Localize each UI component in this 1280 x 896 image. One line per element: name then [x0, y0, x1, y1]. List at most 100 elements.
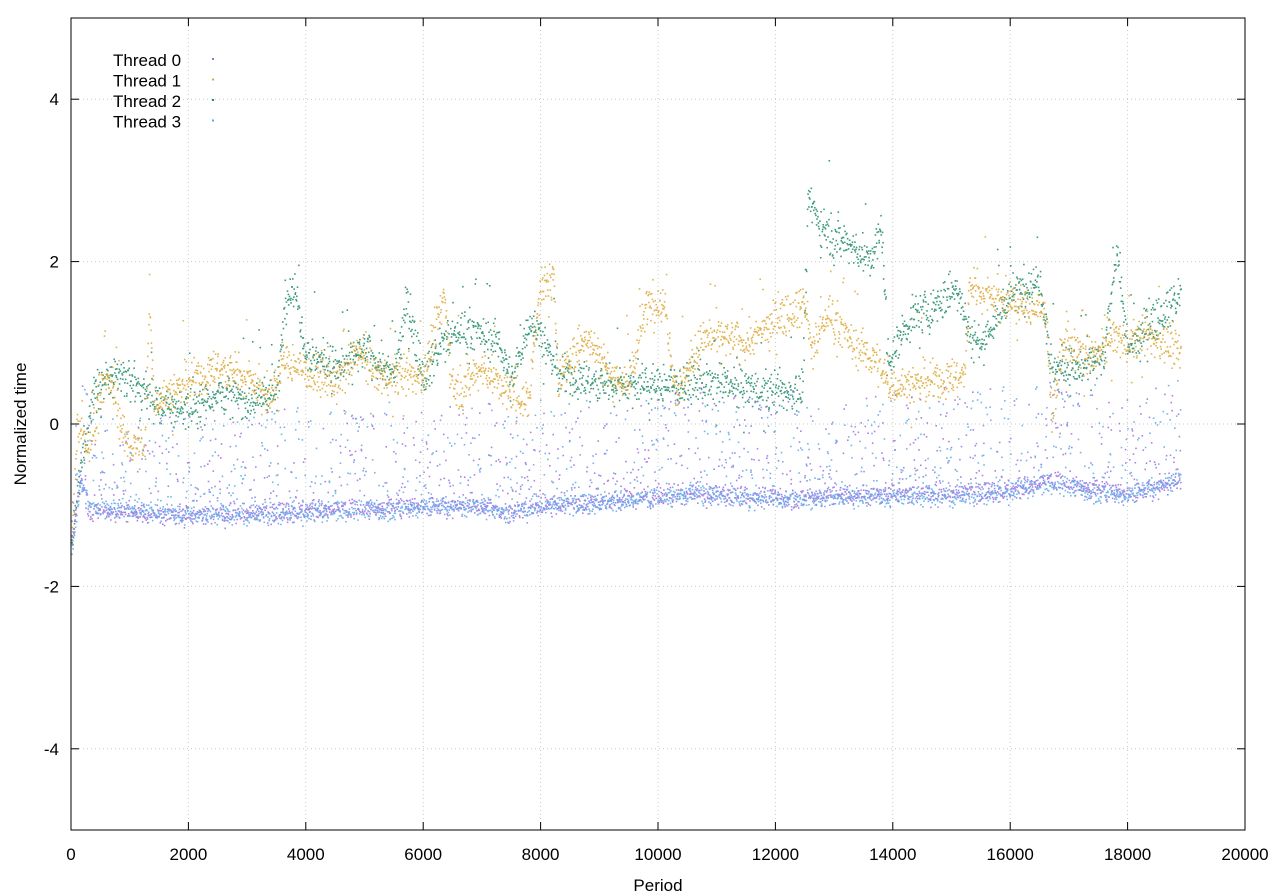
- data-point: [771, 321, 773, 323]
- data-point: [108, 380, 111, 382]
- data-point: [577, 349, 580, 352]
- data-point: [244, 378, 246, 380]
- data-point: [805, 312, 808, 315]
- data-point: [407, 301, 410, 303]
- data-point: [410, 330, 412, 332]
- data-point: [498, 376, 501, 379]
- data-point: [752, 334, 755, 336]
- data-point: [896, 335, 899, 338]
- data-point: [105, 361, 107, 364]
- data-point: [176, 382, 178, 385]
- data-point: [1059, 338, 1061, 340]
- data-point: [961, 369, 963, 371]
- data-point: [152, 375, 155, 377]
- data-point: [1129, 350, 1131, 352]
- data-point: [1039, 275, 1042, 278]
- data-point: [267, 397, 269, 400]
- data-point: [944, 386, 947, 388]
- data-point: [1079, 340, 1081, 343]
- data-point: [1138, 327, 1140, 330]
- data-point: [726, 323, 729, 326]
- data-point: [964, 373, 967, 375]
- data-point: [819, 256, 822, 259]
- data-point: [656, 309, 658, 311]
- data-point: [608, 394, 610, 397]
- data-point: [988, 289, 991, 292]
- data-point: [1061, 360, 1064, 363]
- data-point: [204, 400, 206, 403]
- data-point: [94, 397, 96, 399]
- data-point: [602, 362, 604, 364]
- data-point: [605, 365, 608, 367]
- data-point: [1030, 293, 1033, 296]
- data-point: [111, 366, 113, 368]
- data-point: [721, 335, 723, 338]
- data-point: [209, 406, 212, 408]
- data-point: [972, 286, 974, 289]
- data-point: [956, 309, 959, 312]
- data-point: [259, 390, 262, 393]
- data-point: [237, 387, 239, 390]
- data-point: [889, 361, 891, 364]
- data-point: [314, 369, 317, 371]
- data-point: [940, 302, 943, 305]
- data-point: [1092, 369, 1094, 371]
- data-point: [122, 414, 124, 417]
- data-point: [608, 376, 611, 378]
- data-point: [1018, 288, 1021, 291]
- data-point: [376, 365, 378, 367]
- data-point: [119, 370, 121, 372]
- data-point: [793, 317, 795, 320]
- data-point: [781, 331, 784, 333]
- data-point: [909, 341, 911, 344]
- data-point: [1021, 278, 1024, 280]
- data-point: [246, 401, 249, 404]
- data-point: [792, 313, 794, 315]
- data-point: [815, 214, 817, 217]
- data-point: [987, 291, 989, 294]
- data-point: [862, 270, 865, 272]
- data-point: [343, 361, 346, 364]
- data-point: [440, 309, 442, 311]
- data-point: [856, 339, 858, 342]
- data-point: [571, 373, 573, 376]
- data-point: [87, 448, 89, 451]
- data-point: [641, 372, 644, 374]
- data-point: [1101, 342, 1104, 344]
- data-point: [1161, 323, 1164, 326]
- data-point: [241, 417, 244, 419]
- data-point: [988, 285, 990, 288]
- data-point: [278, 382, 280, 384]
- data-point: [968, 290, 970, 292]
- data-point: [935, 371, 937, 374]
- data-point: [820, 325, 823, 328]
- data-point: [732, 346, 734, 349]
- data-point: [366, 363, 368, 366]
- data-point: [818, 234, 821, 237]
- data-point: [794, 299, 796, 301]
- data-point: [534, 329, 537, 331]
- data-point: [543, 354, 545, 356]
- data-point: [1045, 316, 1048, 319]
- data-point: [580, 335, 582, 337]
- data-point: [470, 336, 472, 338]
- data-point: [978, 339, 981, 341]
- data-point: [636, 350, 638, 353]
- data-point: [267, 405, 270, 407]
- data-point: [312, 356, 314, 359]
- data-point: [507, 363, 510, 365]
- data-point: [816, 349, 818, 352]
- data-point: [963, 319, 965, 321]
- data-point: [389, 327, 392, 330]
- data-point: [823, 234, 826, 236]
- data-point: [851, 248, 854, 251]
- data-point: [576, 388, 578, 391]
- data-point: [721, 383, 723, 386]
- data-point: [372, 375, 375, 378]
- data-point: [329, 385, 332, 387]
- data-point: [1112, 277, 1115, 279]
- data-point: [206, 401, 208, 404]
- data-point: [287, 304, 290, 306]
- data-point: [951, 358, 954, 360]
- data-point: [597, 337, 599, 340]
